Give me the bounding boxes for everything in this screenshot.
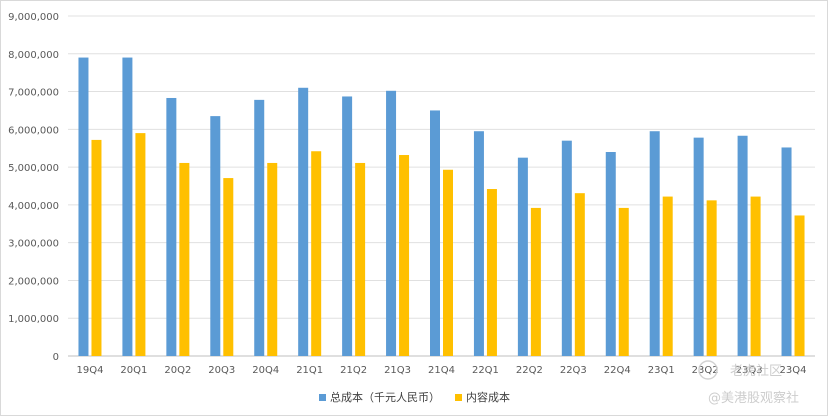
bar-total-cost-22Q2: [517, 157, 528, 356]
bar-content-cost-20Q4: [267, 162, 278, 356]
bar-content-cost-22Q3: [574, 193, 585, 356]
y-tick-label: 6,000,000: [8, 125, 59, 136]
x-tick-label: 21Q1: [296, 365, 323, 376]
bar-total-cost-21Q1: [298, 87, 309, 357]
y-tick-label: 5,000,000: [8, 163, 59, 174]
x-tick-label: 20Q4: [252, 365, 279, 376]
bar-content-cost-21Q2: [355, 162, 366, 356]
bar-content-cost-21Q3: [399, 155, 410, 356]
legend: 总成本（千元人民币） 内容成本: [319, 390, 510, 404]
bar-total-cost-19Q4: [78, 57, 89, 357]
bar-content-cost-19Q4: [91, 139, 102, 356]
bar-total-cost-20Q2: [166, 97, 177, 356]
bar-content-cost-23Q3: [750, 196, 761, 356]
bar-content-cost-22Q1: [486, 189, 497, 356]
bar-total-cost-20Q3: [210, 116, 221, 356]
bar-content-cost-22Q2: [530, 207, 541, 356]
watermark-line2: @美港股观察社: [708, 390, 799, 406]
x-tick-label: 22Q2: [516, 365, 543, 376]
bar-total-cost-20Q4: [254, 99, 265, 356]
x-tick-label: 22Q4: [604, 365, 631, 376]
y-tick-label: 0: [53, 352, 59, 363]
legend-swatch: [455, 394, 462, 401]
y-tick-label: 4,000,000: [8, 201, 59, 212]
x-tick-label: 20Q1: [120, 365, 147, 376]
bar-content-cost-21Q1: [311, 151, 322, 356]
x-tick-label: 23Q2: [692, 365, 719, 376]
x-tick-label: 20Q2: [164, 365, 191, 376]
y-tick-label: 1,000,000: [8, 314, 59, 325]
x-tick-label: 22Q3: [560, 365, 587, 376]
bar-total-cost-20Q1: [122, 57, 133, 357]
bar-total-cost-21Q4: [430, 110, 440, 356]
watermark-line1: 老虎社区: [730, 363, 782, 379]
y-tick-label: 7,000,000: [8, 88, 59, 99]
x-tick-label: 21Q4: [428, 365, 455, 376]
y-tick-label: 3,000,000: [8, 239, 59, 250]
bar-total-cost-22Q1: [473, 131, 484, 356]
x-tick-label: 21Q3: [384, 365, 411, 376]
bar-total-cost-22Q4: [605, 152, 616, 356]
bar-content-cost-23Q4: [794, 215, 805, 356]
legend-label: 总成本（千元人民币）: [330, 390, 440, 404]
x-axis: 19Q4 20Q1 20Q2 20Q3 20Q4 21Q1 21Q2 21Q3 21Q4 22Q1…: [76, 365, 806, 376]
bar-total-cost-21Q3: [386, 90, 397, 357]
bar-total-cost-23Q4: [781, 147, 792, 356]
bar-content-cost-20Q3: [223, 178, 234, 356]
y-tick-label: 2,000,000: [8, 276, 59, 287]
y-axis: 0 1,000,000 2,000,000 3,000,000 4,000,000 5,0…: [8, 12, 59, 363]
bar-content-cost-21Q4: [443, 169, 453, 356]
x-tick-label: 22Q1: [472, 365, 499, 376]
bar-content-cost-20Q1: [135, 133, 146, 356]
tiger-logo-icon: [698, 360, 718, 380]
gridlines: [68, 15, 815, 357]
x-tick-label: 23Q3: [736, 365, 763, 376]
y-tick-label: 8,000,000: [8, 50, 59, 61]
bar-content-cost-22Q4: [618, 207, 629, 356]
legend-label: 内容成本: [466, 390, 510, 404]
bar-total-cost-23Q3: [737, 135, 748, 356]
x-tick-label: 23Q1: [648, 365, 675, 376]
x-tick-label: 20Q3: [208, 365, 235, 376]
x-tick-label: 23Q4: [780, 365, 807, 376]
bars: [78, 57, 805, 357]
bar-content-cost-23Q1: [662, 196, 673, 356]
bar-total-cost-21Q2: [342, 96, 353, 356]
x-tick-label: 19Q4: [76, 365, 103, 376]
legend-swatch: [319, 394, 326, 401]
bar-content-cost-23Q2: [706, 200, 717, 356]
watermark: 老虎社区 @美港股观察社: [698, 360, 799, 406]
bar-content-cost-20Q2: [179, 162, 190, 356]
bar-total-cost-23Q2: [693, 137, 704, 356]
y-tick-label: 9,000,000: [8, 12, 59, 23]
x-tick-label: 21Q2: [340, 365, 367, 376]
bar-total-cost-22Q3: [561, 140, 572, 356]
bar-total-cost-23Q1: [649, 131, 660, 356]
